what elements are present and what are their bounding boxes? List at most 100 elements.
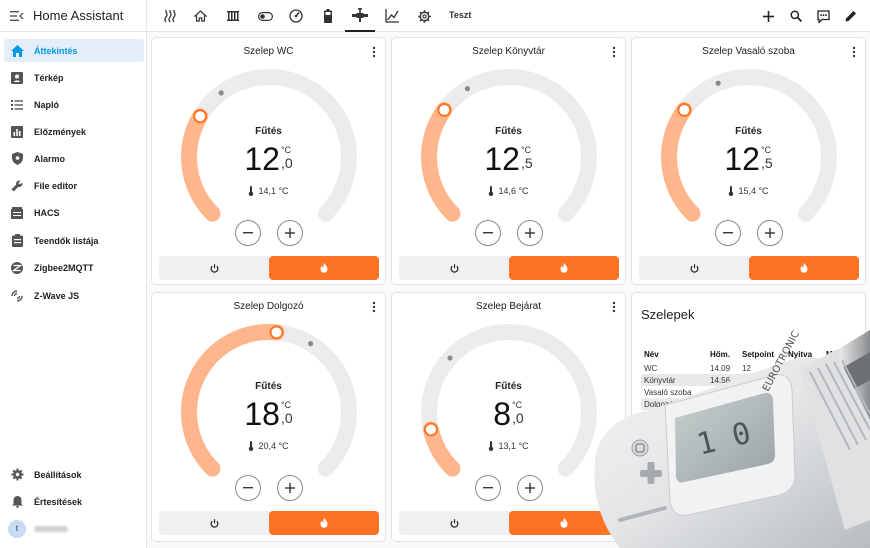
sidebar-item-zwave[interactable]: Z-Wave JS: [4, 284, 144, 307]
sidebar-item-attekintes[interactable]: Áttekintés: [4, 39, 144, 62]
sidebar-item-teendok[interactable]: Teendők listája: [4, 229, 144, 252]
tab-home[interactable]: [185, 0, 215, 32]
sidebar-item-user[interactable]: t: [4, 517, 144, 540]
tab-teszt[interactable]: Teszt: [449, 10, 472, 20]
dial-handle[interactable]: [423, 422, 438, 437]
sidebar-item-alarmo[interactable]: Alarmo: [4, 147, 144, 170]
thermostat-dial[interactable]: [174, 62, 364, 252]
mode-heat-button[interactable]: [749, 256, 859, 280]
menu-collapse-icon[interactable]: [10, 10, 24, 22]
card-title: Szelep Vasaló szoba: [702, 46, 795, 57]
tab-switches[interactable]: [250, 0, 280, 32]
table-row: Könyvtár 14.56 1: [641, 374, 846, 386]
thermostat-card-dolgozo: Szelep Dolgozó Fűtés 18 °C ,0 20,4 °C: [151, 292, 386, 542]
thermostat-dial[interactable]: [174, 317, 364, 507]
assist-button[interactable]: [815, 8, 831, 24]
sidebar-item-ertesitesek[interactable]: Értesítések: [4, 490, 144, 513]
dial-handle[interactable]: [437, 102, 452, 117]
user-name-redacted: [34, 525, 68, 532]
setpoint-unit: °C: [280, 145, 292, 155]
tab-settings[interactable]: [409, 0, 439, 32]
table-header[interactable]: Név: [644, 350, 659, 359]
heat-wave-icon: [164, 10, 176, 23]
more-vert-icon[interactable]: [611, 46, 617, 58]
fire-icon: [800, 263, 808, 273]
setpoint-integer: 12: [724, 141, 760, 177]
decrease-temperature-button[interactable]: [475, 475, 501, 501]
minus-icon: [483, 487, 493, 489]
mode-heat-button[interactable]: [269, 256, 379, 280]
decrease-temperature-button[interactable]: [715, 220, 741, 246]
tab-gauge[interactable]: [281, 0, 311, 32]
current-temperature-value: 14,1 °C: [258, 186, 289, 196]
increase-temperature-button[interactable]: [757, 220, 783, 246]
edit-button[interactable]: [843, 8, 859, 24]
table-header[interactable]: Nyitva: [788, 350, 813, 359]
mode-off-button[interactable]: [159, 256, 269, 280]
table-header[interactable]: Hőm.: [710, 350, 730, 359]
tab-valves[interactable]: [345, 0, 375, 32]
tab-charts[interactable]: [377, 0, 407, 32]
table-cell: 0: [788, 363, 793, 373]
thermostat-dial[interactable]: [414, 317, 604, 507]
tab-radiator[interactable]: [218, 0, 248, 32]
hvac-action-label: Fűtés: [255, 381, 282, 392]
setpoint-decimal: ,0: [280, 155, 293, 171]
table-cell: [785, 410, 823, 422]
target-temperature: 18 °C ,0: [152, 397, 385, 431]
sidebar-item-terkep[interactable]: Térkép: [4, 66, 144, 89]
increase-temperature-button[interactable]: [517, 220, 543, 246]
search-button[interactable]: [788, 8, 804, 24]
decrease-temperature-button[interactable]: [235, 475, 261, 501]
dial-current-dot: [715, 80, 721, 86]
tab-heating[interactable]: [155, 0, 185, 32]
mode-heat-button[interactable]: [509, 511, 619, 535]
mode-heat-button[interactable]: [509, 256, 619, 280]
sidebar-item-elozmenyek[interactable]: Előzmények: [4, 120, 144, 143]
table-cell: [785, 398, 823, 410]
increase-temperature-button[interactable]: [277, 220, 303, 246]
mode-off-button[interactable]: [639, 256, 749, 280]
power-icon: [210, 263, 218, 273]
table-cell: 12: [742, 363, 751, 373]
hvac-mode-selector: [399, 256, 619, 280]
more-vert-icon[interactable]: [851, 46, 857, 58]
toggle-switch-icon: [257, 11, 273, 21]
thermostat-dial[interactable]: [414, 62, 604, 252]
setpoint-unit: °C: [512, 400, 523, 410]
more-vert-icon[interactable]: [611, 301, 617, 313]
mode-off-button[interactable]: [399, 256, 509, 280]
table-cell: WC: [644, 363, 658, 373]
setpoint-decimal: ,0: [512, 410, 524, 426]
decrease-temperature-button[interactable]: [235, 220, 261, 246]
table-header[interactable]: Setpoint: [742, 350, 774, 359]
mode-heat-button[interactable]: [269, 511, 379, 535]
dial-handle[interactable]: [677, 102, 692, 117]
sidebar-item-file-editor[interactable]: File editor: [4, 174, 144, 197]
hvac-action-label: Fűtés: [735, 126, 762, 137]
avatar: t: [8, 519, 26, 538]
tab-battery[interactable]: [313, 0, 343, 32]
more-vert-icon[interactable]: [371, 301, 377, 313]
dial-handle[interactable]: [269, 325, 284, 340]
setpoint-unit: °C: [520, 145, 532, 155]
table-title: Szelepek: [641, 307, 695, 322]
hvac-action-label: Fűtés: [495, 381, 522, 392]
current-temperature: 14,6 °C: [392, 186, 625, 196]
minus-icon: [243, 232, 253, 234]
sidebar-item-beallitasok[interactable]: Beállítások: [4, 463, 144, 486]
increase-temperature-button[interactable]: [517, 475, 543, 501]
more-vert-icon[interactable]: [371, 46, 377, 58]
mode-off-button[interactable]: [399, 511, 509, 535]
thermostat-dial[interactable]: [654, 62, 844, 252]
decrease-temperature-button[interactable]: [475, 220, 501, 246]
add-button[interactable]: [760, 8, 776, 24]
increase-temperature-button[interactable]: [277, 475, 303, 501]
sidebar-item-naplo[interactable]: Napló: [4, 93, 144, 116]
dial-handle[interactable]: [193, 109, 208, 124]
sidebar-item-hacs[interactable]: HACS: [4, 201, 144, 224]
target-temperature: 12 °C ,5: [392, 142, 625, 176]
table-header[interactable]: Mód: [826, 350, 843, 359]
sidebar-item-zigbee2mqtt[interactable]: Zigbee2MQTT: [4, 256, 144, 279]
mode-off-button[interactable]: [159, 511, 269, 535]
